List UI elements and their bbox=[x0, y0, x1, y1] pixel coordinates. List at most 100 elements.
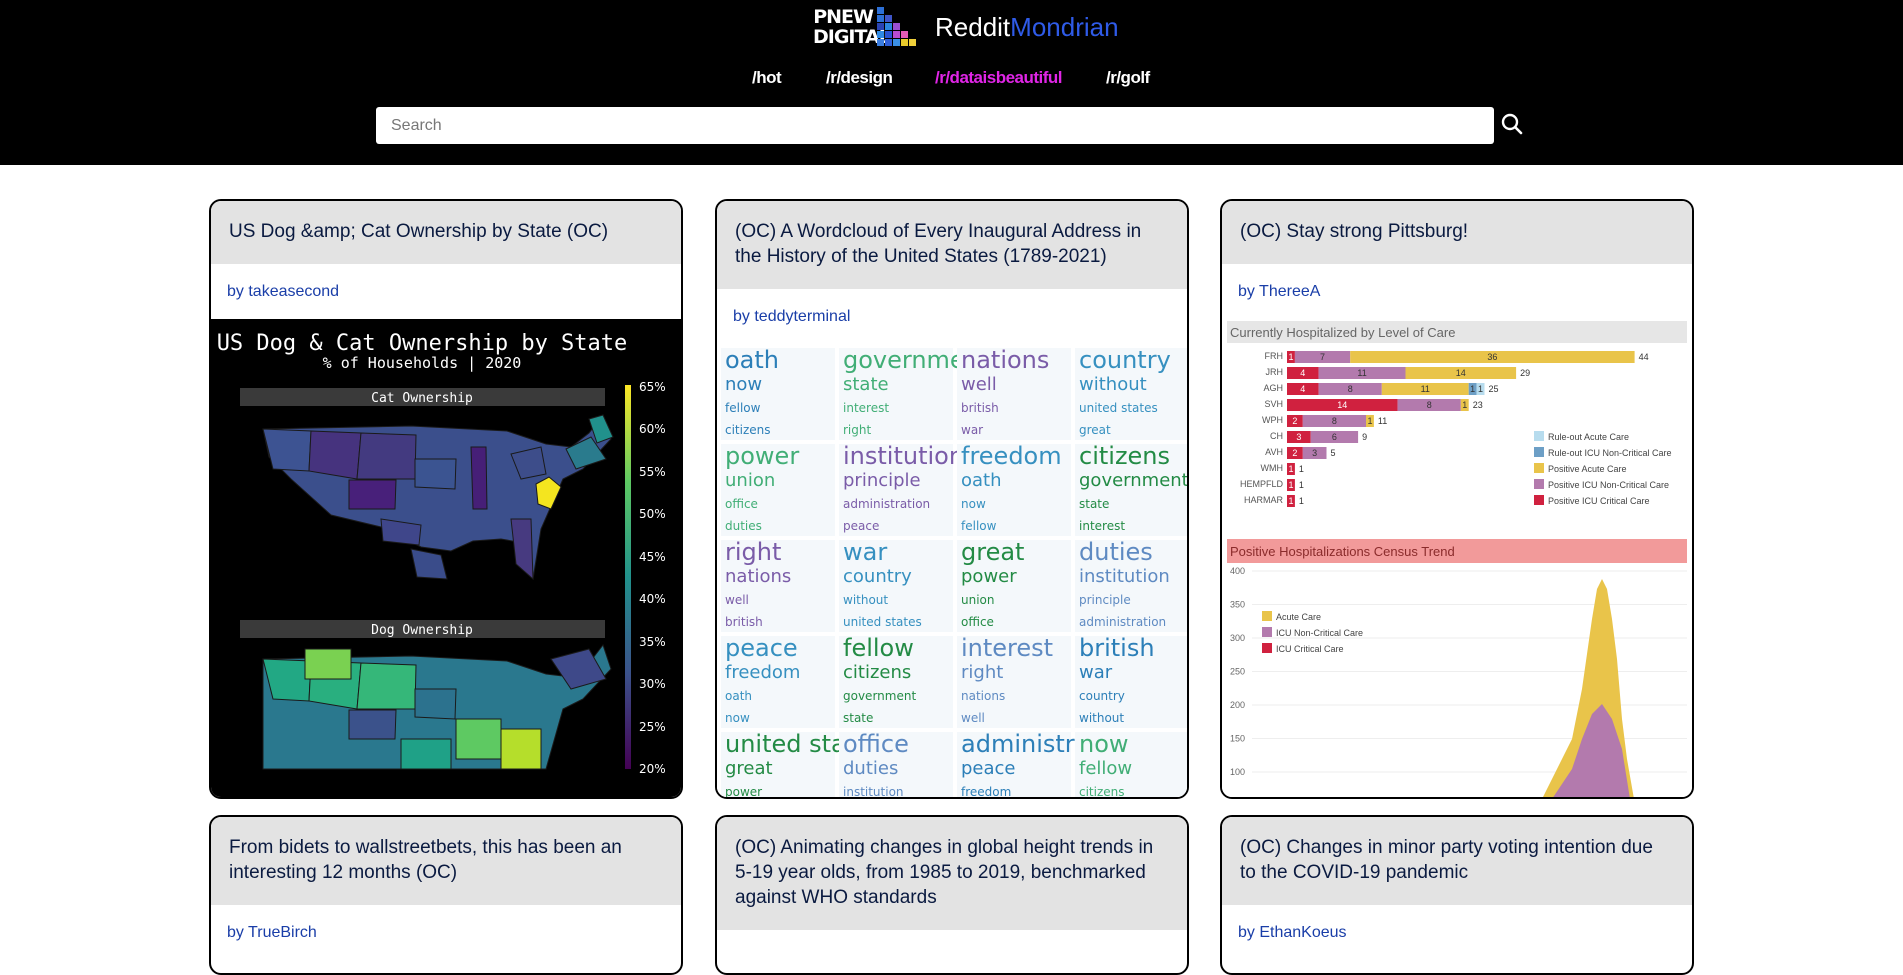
post-author[interactable]: by teddyterminal bbox=[733, 308, 851, 325]
hosp-bar-segment bbox=[1287, 415, 1303, 427]
dog-ownership-map bbox=[262, 643, 612, 770]
legend-label: Positive ICU Non-Critical Care bbox=[1548, 480, 1669, 490]
hosp-row-label: AGH bbox=[1263, 383, 1283, 393]
wordcloud-word: nations bbox=[725, 566, 791, 587]
logo-square bbox=[885, 23, 892, 30]
hosp-bar-value: 1 bbox=[1478, 384, 1483, 394]
nav-design[interactable]: /r/design bbox=[826, 68, 893, 87]
wordcloud-word: state bbox=[1079, 497, 1109, 511]
post-author[interactable]: by takeasecond bbox=[227, 283, 340, 300]
post-image[interactable]: Currently Hospitalized by Level of Care … bbox=[1222, 319, 1692, 797]
legend-label: Rule-out Acute Care bbox=[1548, 432, 1629, 442]
logo-square bbox=[893, 31, 900, 38]
wordcloud-word: well bbox=[961, 374, 997, 395]
post-author[interactable] bbox=[717, 930, 1187, 949]
post-image[interactable]: oath now fellow citizens government state inte… bbox=[717, 344, 1187, 797]
post-title[interactable]: (OC) Stay strong Pittsburg! bbox=[1222, 201, 1692, 264]
hosp-bar-total: 44 bbox=[1639, 352, 1649, 362]
post-author[interactable]: by EthanKoeus bbox=[1238, 924, 1347, 941]
hosp-bar-value: 14 bbox=[1456, 368, 1466, 378]
search-button[interactable] bbox=[1500, 112, 1524, 138]
post-card[interactable]: (OC) A Wordcloud of Every Inaugural Addr… bbox=[715, 199, 1189, 799]
legend-swatch bbox=[1534, 479, 1544, 489]
wordcloud-word: principle bbox=[1079, 593, 1131, 607]
wordcloud-word: great bbox=[961, 538, 1024, 566]
wordcloud-word: fellow bbox=[961, 519, 997, 533]
logo-square bbox=[877, 39, 884, 46]
post-author[interactable]: by ThereeA bbox=[1238, 283, 1321, 300]
legend-label: Positive ICU Critical Care bbox=[1548, 496, 1650, 506]
hosp-row-label: HEMPFLD bbox=[1240, 479, 1284, 489]
scale-tick: 40% bbox=[639, 592, 666, 606]
post-card[interactable]: US Dog &amp; Cat Ownership by State (OC)… bbox=[209, 199, 683, 799]
wordcloud-cell bbox=[839, 444, 953, 536]
legend-swatch bbox=[1534, 495, 1544, 505]
hosp-bar-segment bbox=[1310, 431, 1359, 443]
logo-square bbox=[909, 39, 916, 46]
wordcloud-word: office bbox=[961, 615, 994, 629]
wordcloud-word: freedom bbox=[961, 785, 1011, 797]
map-subtitle: % of Households | 2020 bbox=[323, 354, 522, 372]
site-title[interactable]: RedditMondrian bbox=[935, 12, 1119, 43]
site-logo[interactable]: PNEW DIGITAL bbox=[813, 6, 918, 50]
icu-noncritical-area bbox=[1553, 704, 1630, 797]
wordcloud-word: administration bbox=[1079, 615, 1166, 629]
post-title[interactable]: US Dog &amp; Cat Ownership by State (OC) bbox=[211, 201, 681, 264]
wordcloud-word: institution bbox=[843, 442, 964, 470]
nav-golf[interactable]: /r/golf bbox=[1106, 68, 1150, 87]
hosp-bar-segment bbox=[1287, 479, 1295, 491]
hosp-row-label: AVH bbox=[1265, 447, 1283, 457]
hosp-bar-total: 11 bbox=[1378, 416, 1387, 426]
post-card[interactable]: (OC) Animating changes in global height … bbox=[715, 815, 1189, 975]
post-title[interactable]: (OC) Animating changes in global height … bbox=[717, 817, 1187, 930]
wordcloud-word: power bbox=[961, 566, 1017, 587]
hosp-bar-segment bbox=[1476, 383, 1485, 395]
hosp-bar-value: 1 bbox=[1470, 384, 1475, 394]
scale-tick: 30% bbox=[639, 677, 666, 691]
logo-square bbox=[877, 7, 884, 14]
wordcloud-word: nations bbox=[961, 346, 1049, 374]
hosp-bar-value: 8 bbox=[1427, 400, 1432, 410]
hosp-bar-segment bbox=[1468, 383, 1477, 395]
wordcloud-word: well bbox=[961, 711, 985, 725]
post-card[interactable]: (OC) Changes in minor party voting inten… bbox=[1220, 815, 1694, 975]
hosp-bar-total: 1 bbox=[1299, 496, 1304, 506]
scale-tick: 35% bbox=[639, 635, 666, 649]
post-author[interactable]: by TrueBirch bbox=[227, 924, 317, 941]
post-title[interactable]: (OC) Changes in minor party voting inten… bbox=[1222, 817, 1692, 905]
wordcloud-word: institution bbox=[843, 785, 904, 797]
wordcloud-word: peace bbox=[725, 634, 798, 662]
post-image[interactable]: US Dog & Cat Ownership by State % of Hou… bbox=[211, 319, 681, 797]
wordcloud-word: without bbox=[843, 593, 888, 607]
hosp-bar-segment bbox=[1302, 447, 1327, 459]
hosp-bar-segment bbox=[1350, 351, 1635, 363]
logo-square bbox=[877, 23, 884, 30]
post-title[interactable]: (OC) A Wordcloud of Every Inaugural Addr… bbox=[717, 201, 1187, 289]
site-title-accent: Mondrian bbox=[1010, 12, 1119, 42]
wordcloud-word: oath bbox=[961, 470, 1002, 491]
post-card[interactable]: From bidets to wallstreetbets, this has … bbox=[209, 815, 683, 975]
search-input[interactable] bbox=[376, 107, 1494, 144]
wordcloud-word: citizens bbox=[725, 423, 771, 437]
wordcloud-cell bbox=[839, 348, 953, 440]
hosp-bar-value: 3 bbox=[1312, 448, 1317, 458]
y-tick: 100 bbox=[1230, 767, 1245, 777]
y-tick: 200 bbox=[1230, 700, 1245, 710]
search-icon bbox=[1501, 113, 1523, 135]
hosp-bar-segment bbox=[1294, 351, 1351, 363]
hosp-bar-segment bbox=[1405, 367, 1517, 379]
hosp-bar-segment bbox=[1287, 495, 1295, 507]
nav-hot[interactable]: /hot bbox=[752, 68, 782, 87]
scale-tick: 60% bbox=[639, 422, 666, 436]
hosp-bar-value: 1 bbox=[1288, 480, 1293, 490]
wordcloud-word: right bbox=[961, 662, 1003, 683]
nav-dataisbeautiful[interactable]: /r/dataisbeautiful bbox=[935, 68, 1063, 87]
wordcloud-word: duties bbox=[1079, 538, 1153, 566]
logo-square bbox=[893, 23, 900, 30]
wordcloud-word: duties bbox=[843, 758, 898, 779]
post-card[interactable]: (OC) Stay strong Pittsburg! by ThereeA C… bbox=[1220, 199, 1694, 799]
hosp-bar-value: 6 bbox=[1332, 432, 1337, 442]
post-title[interactable]: From bidets to wallstreetbets, this has … bbox=[211, 817, 681, 905]
color-scale-ticks: 65% 60% 55% 50% 45% 40% 35% 30% 25% 20% bbox=[639, 380, 666, 776]
